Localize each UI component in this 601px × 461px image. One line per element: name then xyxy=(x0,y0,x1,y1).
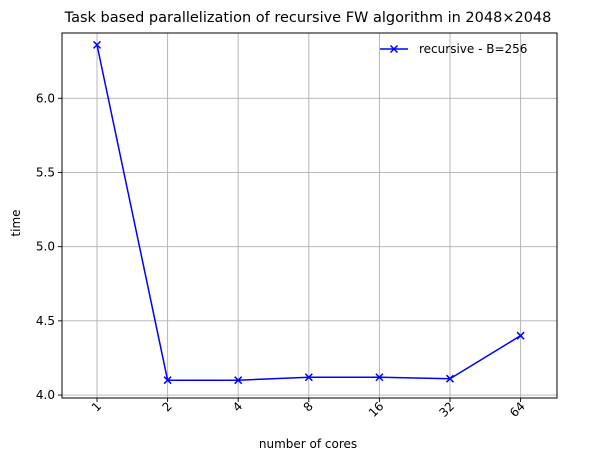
data-point xyxy=(234,376,243,385)
x-tick-label: 2 xyxy=(159,399,174,414)
series xyxy=(92,40,525,385)
data-point xyxy=(375,373,384,382)
x-tick-label: 8 xyxy=(301,399,316,414)
data-point xyxy=(445,374,455,383)
x-axis-label: number of cores xyxy=(259,437,357,451)
data-point xyxy=(516,331,525,340)
x-tick-label: 4 xyxy=(230,399,245,414)
data-point xyxy=(92,40,102,49)
y-axis-label: time xyxy=(9,209,23,236)
data-point xyxy=(163,376,172,385)
legend-label: recursive - B=256 xyxy=(419,42,527,56)
y-tick-label: 5.0 xyxy=(36,240,55,254)
chart-title: Task based parallelization of recursive … xyxy=(64,10,552,26)
grid xyxy=(62,33,557,398)
ticks: 1 2 4 8 16 32 64 4.0 4.5 5.0 5.5 6.0 xyxy=(36,91,528,420)
y-tick-label: 4.0 xyxy=(36,388,55,402)
x-tick-label: 32 xyxy=(436,399,457,420)
x-tick-label: 1 xyxy=(89,399,104,414)
x-tick-label: 16 xyxy=(366,399,387,420)
data-point xyxy=(304,373,313,382)
legend-x-marker xyxy=(389,44,399,54)
x-tick-label: 64 xyxy=(507,399,528,420)
plot-frame xyxy=(61,32,558,399)
y-tick-label: 5.5 xyxy=(36,165,55,179)
y-tick-label: 6.0 xyxy=(36,91,55,105)
legend: recursive - B=256 xyxy=(380,42,527,56)
y-tick-label: 4.5 xyxy=(36,314,55,328)
